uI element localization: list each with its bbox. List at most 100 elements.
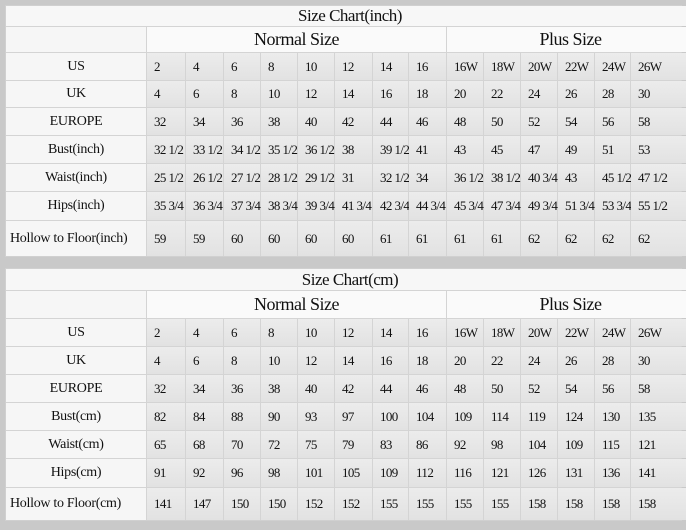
table-cell: 26 (558, 81, 594, 107)
table-cell: 40 3/4 (521, 164, 558, 191)
table-cell: 2 (147, 319, 185, 346)
table-cell: 62 (521, 221, 557, 256)
table-cell: 33 1/2 (186, 136, 223, 163)
table-cell: 41 (409, 136, 446, 163)
table-cell: 36 (224, 375, 260, 402)
table-cell: 150 (224, 488, 260, 520)
table-cell: 116 (447, 459, 483, 487)
table-cell: 39 1/2 (373, 136, 410, 163)
table-cell: 35 3/4 (147, 192, 185, 220)
table-cell: 36 3/4 (186, 192, 223, 220)
table-cell: 53 3/4 (595, 192, 632, 220)
table-cell: 32 1/2 (147, 136, 185, 163)
group-header-normal: Normal Size (147, 27, 446, 52)
table-cell: 45 3/4 (447, 192, 484, 220)
table-cell: 56 (595, 108, 630, 135)
table-cell: 22W (558, 319, 594, 346)
table-cell: 18 (409, 81, 446, 107)
table-cell: 158 (631, 488, 686, 520)
table-cell: 6 (224, 53, 260, 80)
table-cell: 101 (298, 459, 334, 487)
table-cell: 124 (558, 403, 594, 430)
table-cell: 16 (373, 81, 408, 107)
table-cell: 10 (298, 319, 334, 346)
table-cell: 141 (147, 488, 185, 520)
table-cell: 12 (335, 53, 372, 80)
table-cell: 61 (484, 221, 520, 256)
table-cell: 37 3/4 (224, 192, 261, 220)
table-cell: 43 (558, 164, 594, 191)
table-cell: 4 (186, 319, 223, 346)
table-cell: 30 (631, 347, 686, 374)
table-cell: 50 (484, 108, 520, 135)
table-cell: 59 (186, 221, 223, 256)
header-blank-cell (6, 291, 146, 318)
table-cell: 93 (298, 403, 334, 430)
table-cell: 61 (373, 221, 408, 256)
table-cell: 43 (447, 136, 483, 163)
table-cell: 20W (521, 53, 557, 80)
table-cell: 6 (186, 347, 223, 374)
table-cell: 8 (261, 53, 297, 80)
table-cell: 32 1/2 (373, 164, 410, 191)
table-cell: 92 (186, 459, 223, 487)
table-cell: 12 (298, 347, 334, 374)
table-cell: 14 (335, 347, 372, 374)
table-cell: 12 (298, 81, 334, 107)
table-cell: 59 (147, 221, 185, 256)
table-cell: 4 (147, 347, 185, 374)
table-cell: 6 (186, 81, 223, 107)
row-label: Bust(inch) (6, 136, 146, 163)
table-cell: 38 (335, 136, 372, 163)
header-blank-cell (6, 27, 146, 52)
table-cell: 34 (186, 108, 223, 135)
table-cell: 26 1/2 (186, 164, 223, 191)
table-cell: 2 (147, 53, 185, 80)
table-cell: 16W (447, 319, 483, 346)
table-cell: 58 (631, 108, 686, 135)
table-cell: 88 (224, 403, 260, 430)
table-cell: 84 (186, 403, 223, 430)
table-cell: 27 1/2 (224, 164, 261, 191)
table-cell: 16W (447, 53, 483, 80)
row-label: Waist(inch) (6, 164, 146, 191)
table-cell: 96 (224, 459, 260, 487)
table-cell: 47 3/4 (484, 192, 521, 220)
table-cell: 109 (558, 431, 594, 458)
table-cell: 20W (521, 319, 557, 346)
table-cell: 22W (558, 53, 594, 80)
table-cell: 51 3/4 (558, 192, 595, 220)
table-cell: 98 (484, 431, 520, 458)
table-cell: 24W (595, 319, 630, 346)
table-cell: 55 1/2 (631, 192, 686, 220)
table-cell: 126 (521, 459, 557, 487)
table-cell: 86 (409, 431, 446, 458)
table-cell: 38 1/2 (484, 164, 521, 191)
table-cell: 115 (595, 431, 630, 458)
table-cell: 38 (261, 108, 297, 135)
table-cell: 121 (484, 459, 520, 487)
table-cell: 54 (558, 108, 594, 135)
table-cell: 34 (186, 375, 223, 402)
table-cell: 32 (147, 375, 185, 402)
table-cell: 60 (261, 221, 297, 256)
table-cell: 24 (521, 347, 557, 374)
table-cell: 16 (409, 53, 446, 80)
table-cell: 14 (373, 53, 408, 80)
group-header-plus: Plus Size (447, 27, 686, 52)
table-cell: 155 (484, 488, 520, 520)
table-cell: 136 (595, 459, 630, 487)
table-cell: 16 (373, 347, 408, 374)
table-cell: 18 (409, 347, 446, 374)
row-label: Bust(cm) (6, 403, 146, 430)
table-cell: 4 (147, 81, 185, 107)
table-cell: 8 (224, 347, 260, 374)
table-cell: 62 (595, 221, 630, 256)
row-label: Waist(cm) (6, 431, 146, 458)
table-cell: 109 (373, 459, 408, 487)
table-cell: 24 (521, 81, 557, 107)
table-cell: 24W (595, 53, 630, 80)
table-cell: 141 (631, 459, 686, 487)
table-cell: 48 (447, 108, 483, 135)
table-cell: 147 (186, 488, 223, 520)
